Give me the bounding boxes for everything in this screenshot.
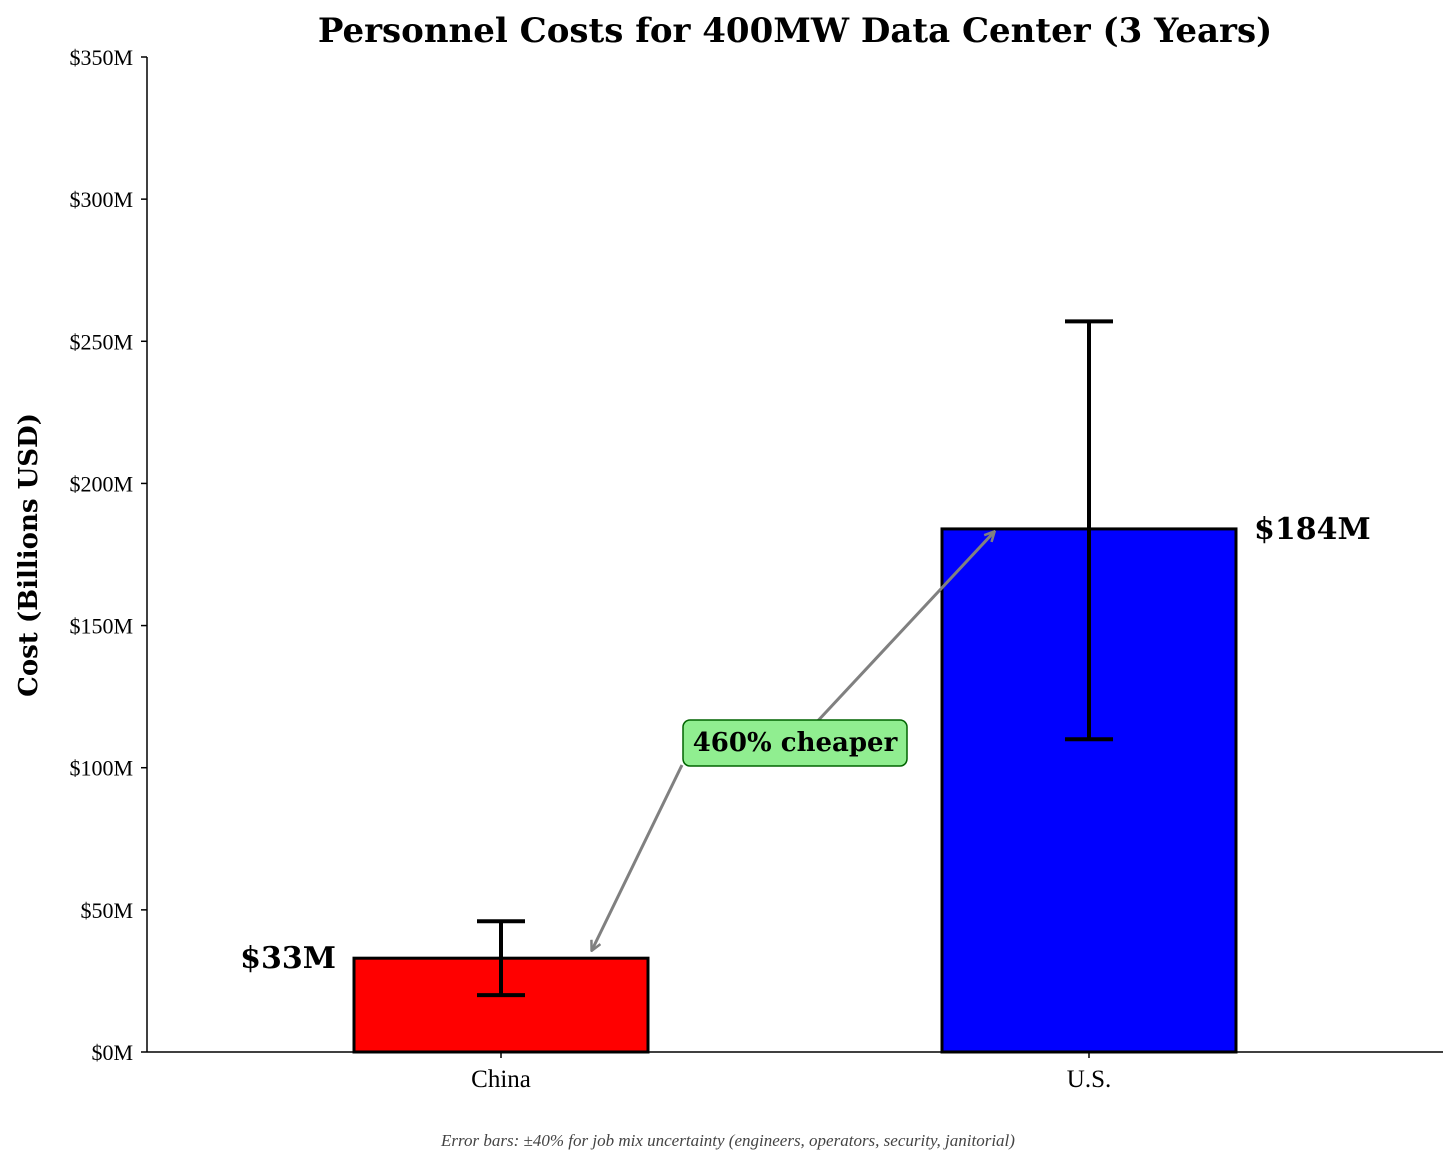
- y-tick-label: $300M: [69, 187, 133, 212]
- y-tick-label: $50M: [80, 898, 133, 923]
- annotation-box-bg: [682, 719, 908, 767]
- chart-title: Personnel Costs for 400MW Data Center (3…: [318, 11, 1272, 51]
- x-tick-label: U.S.: [1067, 1066, 1111, 1093]
- footnote: Error bars: ±40% for job mix uncertainty…: [440, 1131, 1015, 1150]
- error-bars: [477, 319, 1113, 998]
- annotation-box: 460% cheaper: [682, 719, 908, 767]
- value-label: $184M: [1254, 512, 1371, 547]
- x-tick-label: China: [471, 1066, 531, 1093]
- bars: [352, 527, 1238, 1054]
- x-axis-ticks: China U.S.: [471, 1052, 1111, 1093]
- annotation-arrow-china: [592, 764, 684, 950]
- y-axis-ticks: $0M $50M $100M $150M $200M $250M $300M $350M: [69, 45, 147, 1065]
- y-tick-label: $150M: [69, 614, 133, 639]
- y-tick-label: $100M: [69, 756, 133, 781]
- value-labels: $33M $184M: [240, 512, 1371, 976]
- y-axis-label: Cost (Billions USD): [14, 413, 44, 697]
- y-tick-label: $350M: [69, 45, 133, 70]
- y-tick-label: $0M: [91, 1040, 133, 1065]
- value-label: $33M: [240, 941, 336, 976]
- y-tick-label: $250M: [69, 329, 133, 354]
- annotation-text: 460% cheaper: [693, 728, 898, 758]
- y-tick-label: $200M: [69, 471, 133, 496]
- annotation-arrow-us: [798, 532, 994, 742]
